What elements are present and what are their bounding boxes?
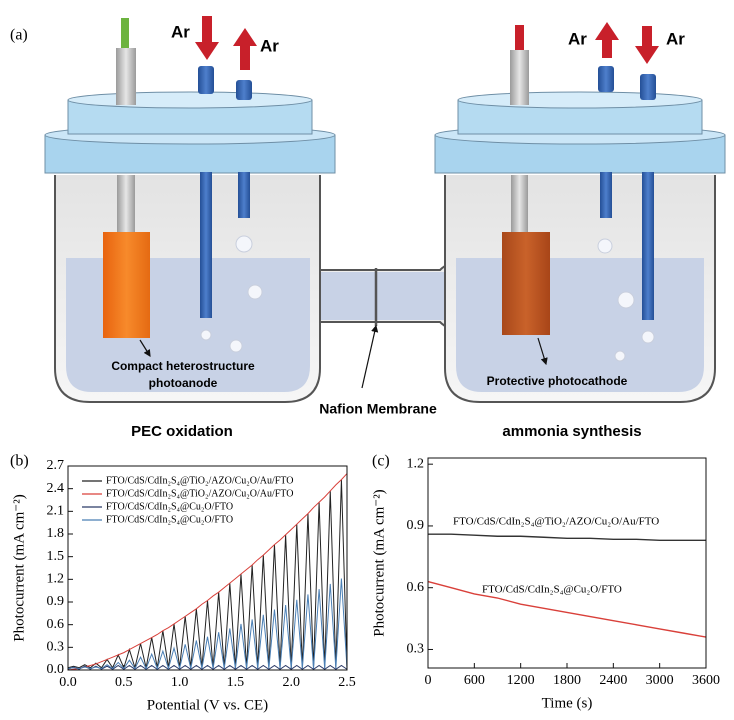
y-axis-label: Photocurrent (mA cm⁻²) xyxy=(11,494,27,641)
y-tick-label: 0.6 xyxy=(47,617,65,632)
gas-port xyxy=(236,80,252,100)
x-tick-label: 600 xyxy=(464,673,485,688)
y-tick-label: 0.9 xyxy=(407,518,425,533)
photoanode-label: photoanode xyxy=(149,376,218,390)
x-tick-label: 2400 xyxy=(599,673,627,688)
pointer xyxy=(361,324,379,389)
gas-tube xyxy=(200,172,212,318)
cap-top xyxy=(457,91,703,109)
y-tick-label: 1.2 xyxy=(47,572,65,587)
x-tick-label: 1200 xyxy=(507,673,535,688)
panel-label: (a) xyxy=(10,27,28,44)
plot-frame xyxy=(427,457,707,669)
series-line xyxy=(67,473,348,671)
y-tick-label: 0.3 xyxy=(47,640,65,655)
bubble xyxy=(200,329,212,341)
chart: (c) 0 600 1200 1800 2400 3000 3600 0.3 0.6 0.9 1.2 T… xyxy=(371,453,720,712)
gas-label: Ar xyxy=(171,22,190,41)
gas-port xyxy=(640,74,656,100)
pointer xyxy=(139,339,151,358)
y-tick-label: 1.2 xyxy=(407,456,425,471)
panel-label: (c) xyxy=(372,453,390,470)
legend-label: FTO/CdS/CdIn₂S₄@TiO₂/AZO/Cu₂O/Au/FTO xyxy=(106,475,293,486)
x-tick-label: 1800 xyxy=(553,673,581,688)
right-liquid xyxy=(456,258,704,392)
series-label: FTO/CdS/CdIn₂S₄@Cu₂O/FTO xyxy=(482,584,622,596)
y-tick-label: 1.8 xyxy=(47,526,65,541)
y-tick-label: 0.3 xyxy=(407,642,425,657)
arrow-in xyxy=(195,16,219,60)
wire xyxy=(121,18,129,48)
electrode-rod xyxy=(117,175,135,235)
series-line xyxy=(428,533,706,542)
x-axis-label: Time (s) xyxy=(542,695,593,711)
electrode-rod xyxy=(510,50,529,105)
legend-label: FTO/CdS/CdIn₂S₄@Cu₂O/FTO xyxy=(106,514,233,525)
gas-port xyxy=(598,66,614,92)
bubble xyxy=(247,284,263,300)
y-tick-label: 2.4 xyxy=(47,481,65,496)
y-tick-label: 2.1 xyxy=(47,504,65,519)
photoanode-label: Compact heterostructure xyxy=(111,359,255,373)
x-axis-label: Potential (V vs. CE) xyxy=(147,697,268,713)
series-line xyxy=(67,664,348,670)
y-tick-label: 0.6 xyxy=(407,580,425,595)
gas-tube xyxy=(600,172,612,218)
y-tick-label: 0.0 xyxy=(47,662,65,677)
arrow-in xyxy=(635,26,659,64)
y-tick-label: 1.5 xyxy=(47,549,65,564)
membrane-label: Nafion Membrane xyxy=(319,401,437,417)
gas-label: Ar xyxy=(666,29,685,48)
x-tick-label: 0.0 xyxy=(59,675,77,690)
x-tick-label: 2.5 xyxy=(338,675,356,690)
arrow-out xyxy=(233,28,257,70)
panel-label: (b) xyxy=(10,453,29,470)
y-tick-label: 2.7 xyxy=(47,458,65,473)
bubble xyxy=(614,350,626,362)
arrow-out xyxy=(595,22,619,58)
gas-label: Ar xyxy=(568,29,587,48)
bubble xyxy=(235,235,253,253)
legend-label: FTO/CdS/CdIn₂S₄@TiO₂/AZO/Cu₂O/Au/FTO xyxy=(106,488,293,499)
x-tick-label: 3600 xyxy=(692,673,720,688)
x-tick-label: 1.0 xyxy=(171,675,189,690)
series-label: FTO/CdS/CdIn₂S₄@TiO₂/AZO/Cu₂O/Au/FTO xyxy=(453,516,659,528)
gas-tube xyxy=(642,172,654,320)
series-line xyxy=(67,578,348,671)
photocathode-label: Protective photocathode xyxy=(487,374,628,388)
legend-label: FTO/CdS/CdIn₂S₄@Cu₂O/FTO xyxy=(106,501,233,512)
chart: (b) 0.0 0.5 1.0 1.5 2.0 2.5 0.0 0.3 0.6 0.9 1.2 1.5 1… xyxy=(10,453,356,714)
electrode-rod xyxy=(116,48,136,105)
bubble xyxy=(641,330,655,344)
x-tick-label: 3000 xyxy=(646,673,674,688)
x-tick-label: 2.0 xyxy=(282,675,300,690)
cap-top xyxy=(67,91,313,109)
diagram: (a) Ar Ar Compact heterostructure photoa… xyxy=(10,16,726,440)
electrode-rod xyxy=(511,175,528,235)
photoanode xyxy=(103,232,150,338)
cell-label: PEC oxidation xyxy=(131,423,233,440)
bubble xyxy=(229,339,243,353)
wire xyxy=(515,25,524,50)
bubble xyxy=(597,238,613,254)
x-tick-label: 0 xyxy=(425,673,432,688)
photocathode xyxy=(502,232,550,335)
pointer xyxy=(537,337,548,366)
gas-port xyxy=(198,66,214,94)
gas-label: Ar xyxy=(260,36,279,55)
x-tick-label: 1.5 xyxy=(227,675,245,690)
plot-frame xyxy=(67,465,348,671)
gas-tube xyxy=(238,172,250,218)
bubble xyxy=(617,291,635,309)
series-line xyxy=(427,580,707,638)
y-tick-label: 0.9 xyxy=(47,594,65,609)
y-axis-label: Photocurrent (mA cm⁻²) xyxy=(371,489,387,636)
cell-label: ammonia synthesis xyxy=(502,423,641,440)
x-tick-label: 0.5 xyxy=(115,675,133,690)
